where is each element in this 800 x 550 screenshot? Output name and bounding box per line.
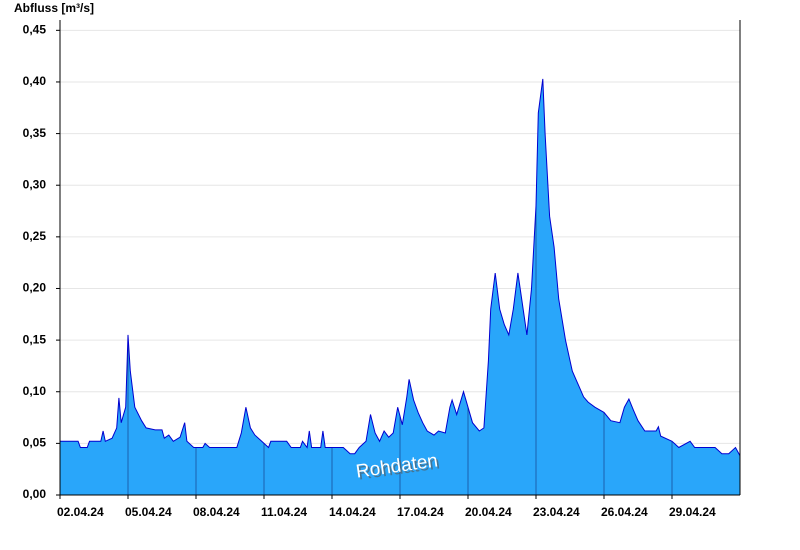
y-tick-label: 0,40 [23,74,47,88]
x-tick-label: 14.04.24 [329,505,376,519]
x-tick-label: 23.04.24 [533,505,580,519]
y-tick-label: 0,15 [23,332,47,346]
x-tick-label: 17.04.24 [397,505,444,519]
y-tick-label: 0,45 [23,22,47,36]
x-tick-label: 11.04.24 [261,505,307,519]
y-axis-label: Abfluss [m³/s] [14,1,94,15]
line [60,78,741,457]
y-tick-label: 0,10 [23,384,47,398]
y-tick-label: 0,30 [23,177,47,191]
x-tick-label: 02.04.24 [57,505,104,519]
y-tick-label: 0,35 [23,126,47,140]
x-tick-label: 08.04.24 [193,505,240,519]
x-tick-label: 29.04.24 [669,505,716,519]
area [60,78,740,496]
y-tick-label: 0,20 [23,281,47,295]
y-tick-label: 0,05 [23,436,47,450]
x-tick-label: 20.04.24 [465,505,512,519]
y-tick-label: 0,00 [23,487,47,501]
y-tick-label: 0,25 [23,229,47,243]
x-tick-label: 05.04.24 [125,505,172,519]
x-tick-label: 26.04.24 [601,505,648,519]
